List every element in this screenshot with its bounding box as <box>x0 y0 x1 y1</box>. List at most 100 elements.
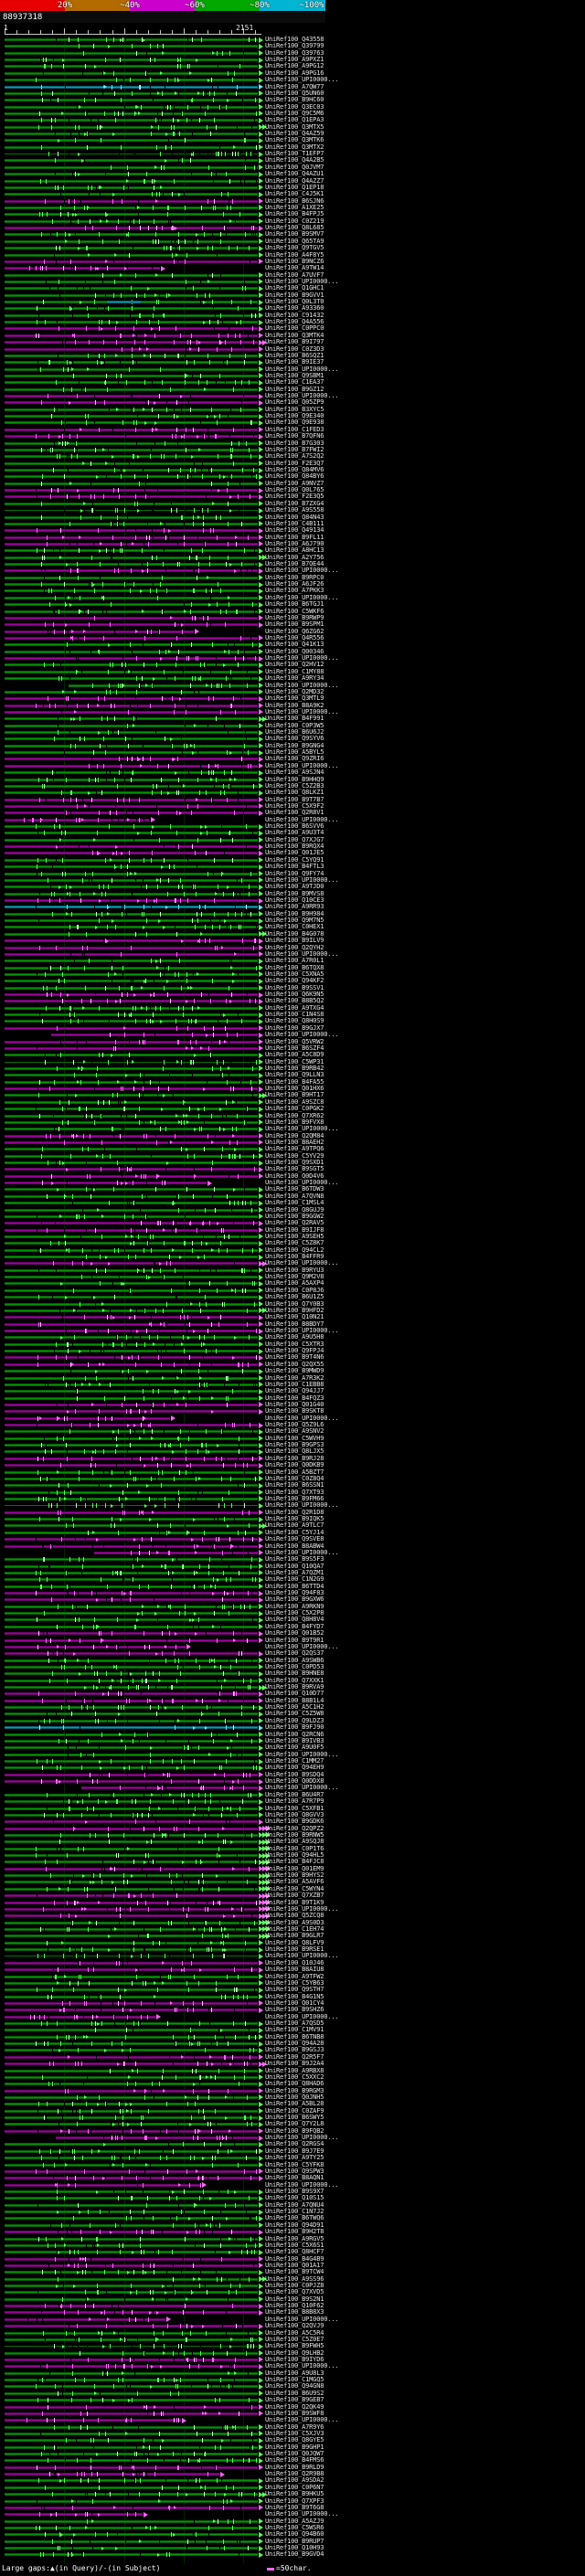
alignment-row[interactable]: UniRef100_B9GNG4 <box>0 742 585 749</box>
hit-label[interactable]: UniRef100_Q8H8V4 <box>265 1616 324 1624</box>
hit-label[interactable]: UniRef100_A9TLC7 <box>265 1521 324 1530</box>
alignment-bar[interactable] <box>5 1188 258 1192</box>
alignment-bar[interactable] <box>5 1605 258 1608</box>
alignment-bar[interactable] <box>5 966 258 970</box>
alignment-row[interactable]: UniRef100_B9HYS2 <box>0 1871 585 1879</box>
alignment-row[interactable]: UniRef100_Q10QA7 <box>0 1563 585 1570</box>
hit-label[interactable]: UniRef100_UPI0000... <box>265 277 339 285</box>
hit-label[interactable]: UniRef100_B9IJF8 <box>265 1225 324 1234</box>
alignment-bar[interactable] <box>5 1598 258 1602</box>
alignment-bar[interactable] <box>5 1140 258 1144</box>
hit-label[interactable]: UniRef100_B9T4N6 <box>265 1353 324 1362</box>
alignment-row[interactable]: UniRef100_B9IVB3 <box>0 1737 585 1744</box>
hit-label[interactable]: UniRef100_UPI0000... <box>265 392 339 400</box>
alignment-row[interactable]: UniRef100_B9RJ28 <box>0 1455 585 1462</box>
alignment-bar[interactable] <box>5 1302 258 1306</box>
alignment-bar[interactable] <box>5 1296 258 1299</box>
alignment-row[interactable]: UniRef100_B9SDQ4 <box>0 1771 585 1778</box>
alignment-bar[interactable] <box>5 165 258 169</box>
hit-label[interactable]: UniRef100_B7QE44 <box>265 560 324 568</box>
alignment-bar[interactable] <box>5 737 258 741</box>
hit-label[interactable]: UniRef100_UPI0000... <box>265 1784 339 1792</box>
alignment-bar[interactable] <box>5 361 258 365</box>
hit-label[interactable]: UniRef100_Q9SVE8 <box>265 1535 324 1543</box>
hit-label[interactable]: UniRef100_C0Z3D3 <box>265 345 324 353</box>
hit-label[interactable]: UniRef100_C4J5K1 <box>265 190 324 198</box>
alignment-bar[interactable] <box>5 482 258 485</box>
hit-label[interactable]: UniRef100_C5WYN4 <box>265 1884 324 1892</box>
hit-label[interactable]: UniRef100_B9ILV9 <box>265 937 324 945</box>
alignment-bar[interactable] <box>5 105 258 109</box>
hit-label[interactable]: UniRef100_C5XNA5 <box>265 970 324 978</box>
alignment-row[interactable]: UniRef100_UPI0000... <box>0 654 585 662</box>
alignment-bar[interactable] <box>5 764 258 768</box>
alignment-row[interactable]: UniRef100_C4J5K1 <box>0 190 585 198</box>
hit-label[interactable]: UniRef100_A9SWB6 <box>265 1656 324 1664</box>
alignment-row[interactable]: UniRef100_Q94HL5 <box>0 1851 585 1859</box>
alignment-bar[interactable] <box>5 173 258 176</box>
hit-label[interactable]: UniRef100_B8AEH2 <box>265 1138 324 1146</box>
alignment-row[interactable]: UniRef100_A9SZC8 <box>0 1098 585 1106</box>
hit-label[interactable]: UniRef100_A8HC13 <box>265 546 324 555</box>
alignment-row[interactable]: UniRef100_B9FJ90 <box>0 1723 585 1731</box>
alignment-row[interactable]: UniRef100_T1EFP7 <box>0 150 585 157</box>
alignment-row[interactable]: UniRef100_B9MVS8 <box>0 890 585 897</box>
alignment-bar[interactable] <box>5 347 258 351</box>
hit-label[interactable]: UniRef100_UPI0000... <box>265 1548 339 1556</box>
alignment-row[interactable]: UniRef100_Q01EM9 <box>0 1865 585 1872</box>
hit-label[interactable]: UniRef100_Q3MTK6 <box>265 136 324 144</box>
alignment-row[interactable]: UniRef100_B9FVX8 <box>0 1118 585 1126</box>
hit-label[interactable]: UniRef100_B9S5F3 <box>265 1555 324 1564</box>
hit-label[interactable]: UniRef100_B3XYC5 <box>265 405 324 413</box>
hit-label[interactable]: UniRef100_B9HC60 <box>265 96 324 104</box>
alignment-row[interactable]: UniRef100_Q8GVV3 <box>0 1811 585 1818</box>
alignment-row[interactable]: UniRef100_B8B5Q2 <box>0 997 585 1004</box>
alignment-row[interactable]: UniRef100_A7R0L1 <box>0 957 585 964</box>
alignment-bar[interactable] <box>5 1208 258 1212</box>
alignment-bar[interactable] <box>5 1464 258 1468</box>
alignment-row[interactable]: UniRef100_Q5Z9L6 <box>0 1421 585 1428</box>
alignment-row[interactable]: UniRef100_C5XFB1 <box>0 1805 585 1812</box>
alignment-row[interactable]: UniRef100_B7QFN6 <box>0 432 585 440</box>
hit-label[interactable]: UniRef100_B6U4R7 <box>265 1790 324 1798</box>
alignment-row[interactable]: UniRef100_A9RKN9 <box>0 1603 585 1610</box>
alignment-bar[interactable] <box>5 1376 258 1380</box>
alignment-row[interactable]: UniRef100_Q8H0S9 <box>0 1018 585 1024</box>
alignment-bar[interactable] <box>5 1578 258 1582</box>
hit-label[interactable]: UniRef100_B9RPC0 <box>265 573 324 581</box>
alignment-bar[interactable] <box>5 489 258 493</box>
hit-label[interactable]: UniRef100_Q7XT93 <box>265 1488 324 1496</box>
alignment-row[interactable]: UniRef100_UPI0000... <box>0 1259 585 1267</box>
alignment-bar[interactable] <box>5 1000 258 1003</box>
hit-label[interactable]: UniRef100_B9RVA9 <box>265 1683 324 1691</box>
alignment-row[interactable]: UniRef100_Q05ZP9 <box>0 398 585 406</box>
hit-label[interactable]: UniRef100_A5BYL5 <box>265 748 324 757</box>
hit-label[interactable]: UniRef100_Q9E340 <box>265 412 324 420</box>
alignment-bar[interactable] <box>5 1807 258 1810</box>
alignment-row[interactable]: UniRef100_A7R3K2 <box>0 1374 585 1382</box>
alignment-row[interactable]: UniRef100_C0PPC0 <box>0 325 585 332</box>
alignment-bar[interactable] <box>5 677 258 681</box>
alignment-bar[interactable] <box>5 1813 258 1817</box>
alignment-bar[interactable] <box>5 1350 258 1353</box>
alignment-row[interactable]: UniRef100_B6SQZ1 <box>0 352 585 359</box>
hit-label[interactable]: UniRef100_UPI0000... <box>265 1327 339 1334</box>
alignment-bar[interactable] <box>5 758 258 761</box>
hit-label[interactable]: UniRef100_F2E3Q5 <box>265 493 324 501</box>
hit-label[interactable]: UniRef100_B9I797 <box>265 338 324 346</box>
hit-label[interactable]: UniRef100_A7QW77 <box>265 82 324 90</box>
alignment-bar[interactable] <box>5 906 258 909</box>
alignment-row[interactable]: UniRef100_A5AVF6 <box>0 1879 585 1885</box>
alignment-row[interactable]: UniRef100_Q3MTK6 <box>0 136 585 144</box>
alignment-bar[interactable] <box>5 825 258 829</box>
alignment-row[interactable]: UniRef100_Q01JE5 <box>0 850 585 856</box>
alignment-bar[interactable] <box>5 1854 258 1858</box>
alignment-bar[interactable] <box>5 1114 258 1118</box>
alignment-bar[interactable] <box>5 1659 258 1662</box>
hit-label[interactable]: UniRef100_Q4A556 <box>265 318 324 326</box>
hit-label[interactable]: UniRef100_B6TTD4 <box>265 1582 324 1590</box>
hit-label[interactable]: UniRef100_Q4AZU1 <box>265 170 324 178</box>
alignment-row[interactable]: UniRef100_A1XE25 <box>0 204 585 211</box>
alignment-row[interactable]: UniRef100_Q00346 <box>0 648 585 655</box>
alignment-bar[interactable] <box>5 919 258 923</box>
